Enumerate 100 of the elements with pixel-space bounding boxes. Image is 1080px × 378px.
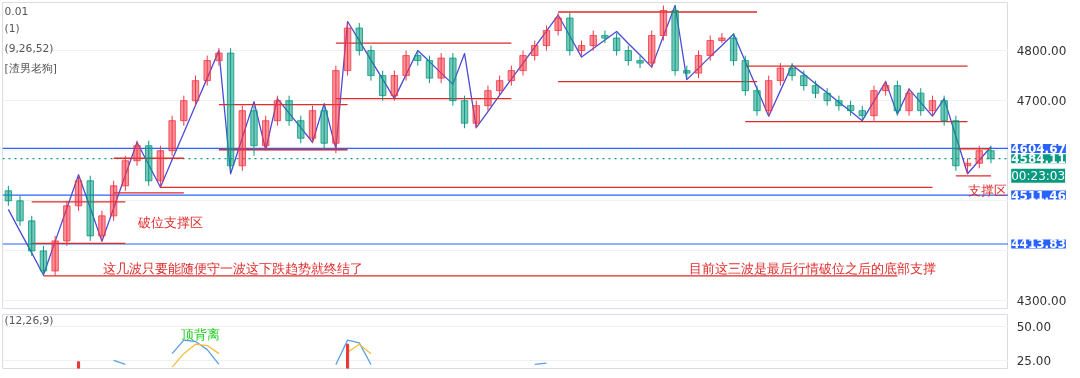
candlestick xyxy=(28,215,36,257)
candlestick xyxy=(191,75,200,107)
candlestick xyxy=(788,62,796,82)
ref-line-label: 4511.46 xyxy=(1011,188,1066,203)
candlestick xyxy=(367,45,375,82)
candlestick xyxy=(612,32,621,57)
candlestick xyxy=(133,140,141,167)
y-tick-label: 4700.00 xyxy=(1016,94,1067,109)
candlestick xyxy=(63,200,71,247)
candlestick xyxy=(659,5,668,42)
candlestick xyxy=(16,195,24,227)
candlestick xyxy=(86,175,94,242)
candlestick xyxy=(273,95,282,127)
candlestick xyxy=(402,50,410,82)
candlestick xyxy=(121,155,130,192)
candlestick xyxy=(729,32,738,67)
annotation: 这几波只要能随便守一波这下跌趋势就终结了 xyxy=(102,261,363,276)
candlestick xyxy=(437,52,445,84)
candlestick xyxy=(250,105,258,157)
candlestick xyxy=(671,5,679,77)
candlestick xyxy=(180,95,188,127)
candlestick xyxy=(764,75,773,117)
candlestick xyxy=(484,85,492,112)
y-tick-label: 50.00 xyxy=(1016,320,1052,335)
candlestick xyxy=(109,180,118,222)
candlestick xyxy=(636,55,644,69)
candlestick xyxy=(741,55,750,97)
candlestick xyxy=(378,70,387,102)
candlestick xyxy=(425,55,434,84)
candlestick xyxy=(390,70,399,102)
candlestick xyxy=(320,105,328,149)
y-tick-label: 4300.00 xyxy=(1016,294,1067,309)
candlestick xyxy=(472,100,480,129)
candlestick xyxy=(928,95,937,117)
candlestick xyxy=(846,100,855,117)
candlestick xyxy=(519,50,527,77)
candlestick xyxy=(156,145,165,187)
candlestick xyxy=(858,105,866,122)
ref-line-label: 4604.67 xyxy=(1011,141,1066,156)
candlestick xyxy=(566,12,574,57)
candlestick xyxy=(39,245,48,277)
candlestick xyxy=(776,62,785,87)
candlestick xyxy=(449,52,457,107)
candlestick xyxy=(297,115,305,144)
candlestick xyxy=(507,65,516,87)
candlestick xyxy=(683,65,691,79)
candlestick xyxy=(238,105,247,172)
candlestick xyxy=(718,32,726,44)
candlestick xyxy=(905,87,913,117)
candlestick xyxy=(648,30,656,69)
candlestick xyxy=(531,40,539,62)
candlestick xyxy=(460,95,469,129)
candlestick xyxy=(51,235,59,277)
ref-line-label: 4413.83 xyxy=(1011,237,1066,252)
annotation: [渣男老狗] xyxy=(4,61,57,75)
candlestick xyxy=(285,95,293,127)
annotation: 0.01 xyxy=(4,4,29,18)
candlestick xyxy=(554,12,562,37)
candlestick xyxy=(355,22,363,57)
candlestick xyxy=(332,65,340,154)
candlestick xyxy=(706,35,714,62)
candlestick xyxy=(601,30,609,44)
annotation: (1) xyxy=(4,21,20,35)
y-tick-label: 25.00 xyxy=(1016,353,1052,368)
annotation: 支撑区 xyxy=(968,183,1007,198)
candlestick xyxy=(215,47,223,67)
candlestick xyxy=(343,22,352,77)
candlestick xyxy=(74,175,83,212)
candlestick xyxy=(835,95,843,112)
candlestick xyxy=(261,115,270,152)
y-tick-label: 4800.00 xyxy=(1016,44,1067,59)
candlestick xyxy=(694,50,703,79)
candlestick xyxy=(881,80,890,97)
candlestick xyxy=(203,55,211,87)
candlestick xyxy=(98,210,106,242)
candlestick xyxy=(4,185,13,207)
annotation: 破位支撑区 xyxy=(137,215,203,230)
candlestick xyxy=(917,87,925,117)
candlestick xyxy=(589,30,597,52)
candlestick xyxy=(893,80,902,117)
candlestick xyxy=(495,75,504,97)
annotation: 顶背离 xyxy=(181,327,220,342)
candlestick xyxy=(940,95,948,127)
candlestick xyxy=(800,70,808,92)
candlestick xyxy=(811,80,820,99)
candlestick xyxy=(753,85,761,117)
candlestick xyxy=(145,140,153,187)
candlestick xyxy=(823,87,831,107)
candlestick xyxy=(542,25,551,52)
candlestick xyxy=(975,145,983,169)
candlestick xyxy=(870,85,878,122)
ref-line-label: 4584.11 xyxy=(1011,152,1066,167)
candlestick xyxy=(308,105,317,144)
annotation: 目前这三波是最后行情破位之后的底部支撑 xyxy=(689,261,936,276)
text: 00:23:03 xyxy=(1011,168,1066,183)
candlestick xyxy=(577,40,586,57)
annotation: (9,26,52) xyxy=(4,41,54,55)
candlestick xyxy=(168,115,176,157)
candlestick xyxy=(624,45,633,67)
annotation: (12,26,9) xyxy=(4,313,54,327)
